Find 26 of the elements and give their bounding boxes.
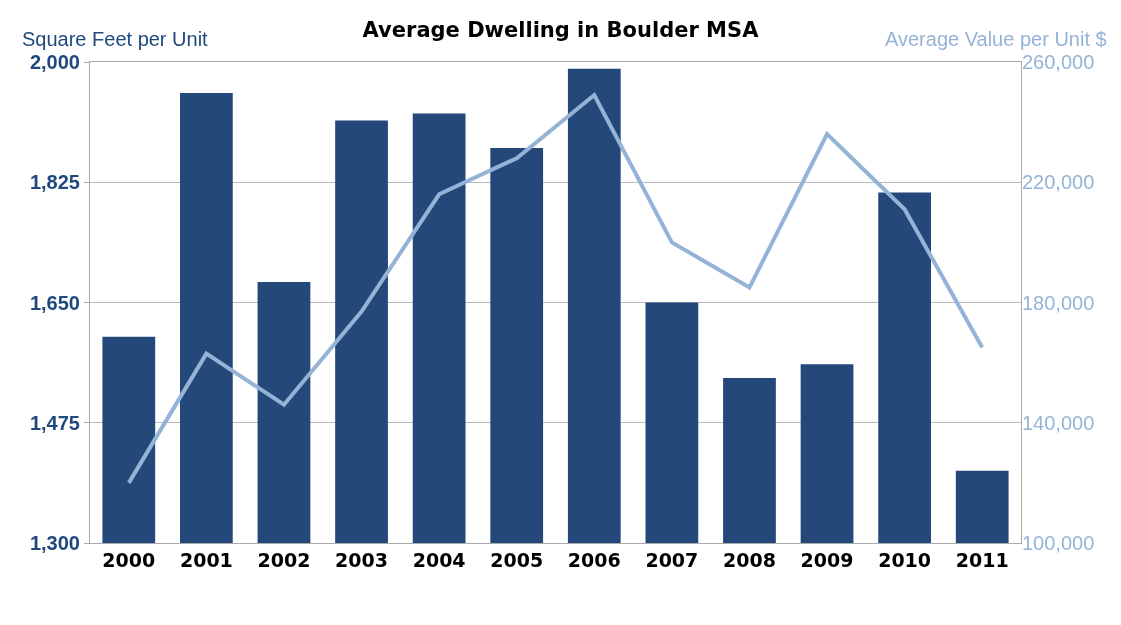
x-tick-label: 2002 [257,548,311,571]
y2-tick-label: 220,000 [1022,171,1095,194]
y2-tick-label: 180,000 [1022,291,1095,314]
chart-title: Average Dwelling in Boulder MSA [362,17,760,42]
y2-tick-label: 100,000 [1022,532,1095,554]
x-tick-label: 2009 [800,548,854,571]
x-tick-label: 2008 [723,548,776,571]
y-axis-title: Square Feet per Unit [22,28,209,50]
x-tick-label: 2010 [878,548,932,571]
y-tick-label: 1,825 [29,171,80,194]
x-tick-label: 2003 [335,548,388,571]
x-tick-label: 2011 [955,548,1009,571]
y-tick-label: 1,650 [29,291,80,314]
y2-tick-label: 140,000 [1022,411,1095,434]
y-tick-label: 1,475 [29,411,80,434]
y2-tick-label: 260,000 [1022,51,1095,73]
x-tick-label: 2001 [179,548,233,571]
x-tick-label: 2006 [567,548,621,571]
line-series [126,93,985,485]
x-tick-label: 2007 [645,548,699,571]
y-tick-label: 1,300 [29,532,80,554]
y-tick-label: 2,000 [29,51,80,73]
x-tick-label: 2000 [102,548,156,571]
y2-axis-title: Average Value per Unit $ [885,28,1107,50]
x-tick-label: 2004 [412,548,466,571]
x-tick-label: 2005 [490,548,544,571]
